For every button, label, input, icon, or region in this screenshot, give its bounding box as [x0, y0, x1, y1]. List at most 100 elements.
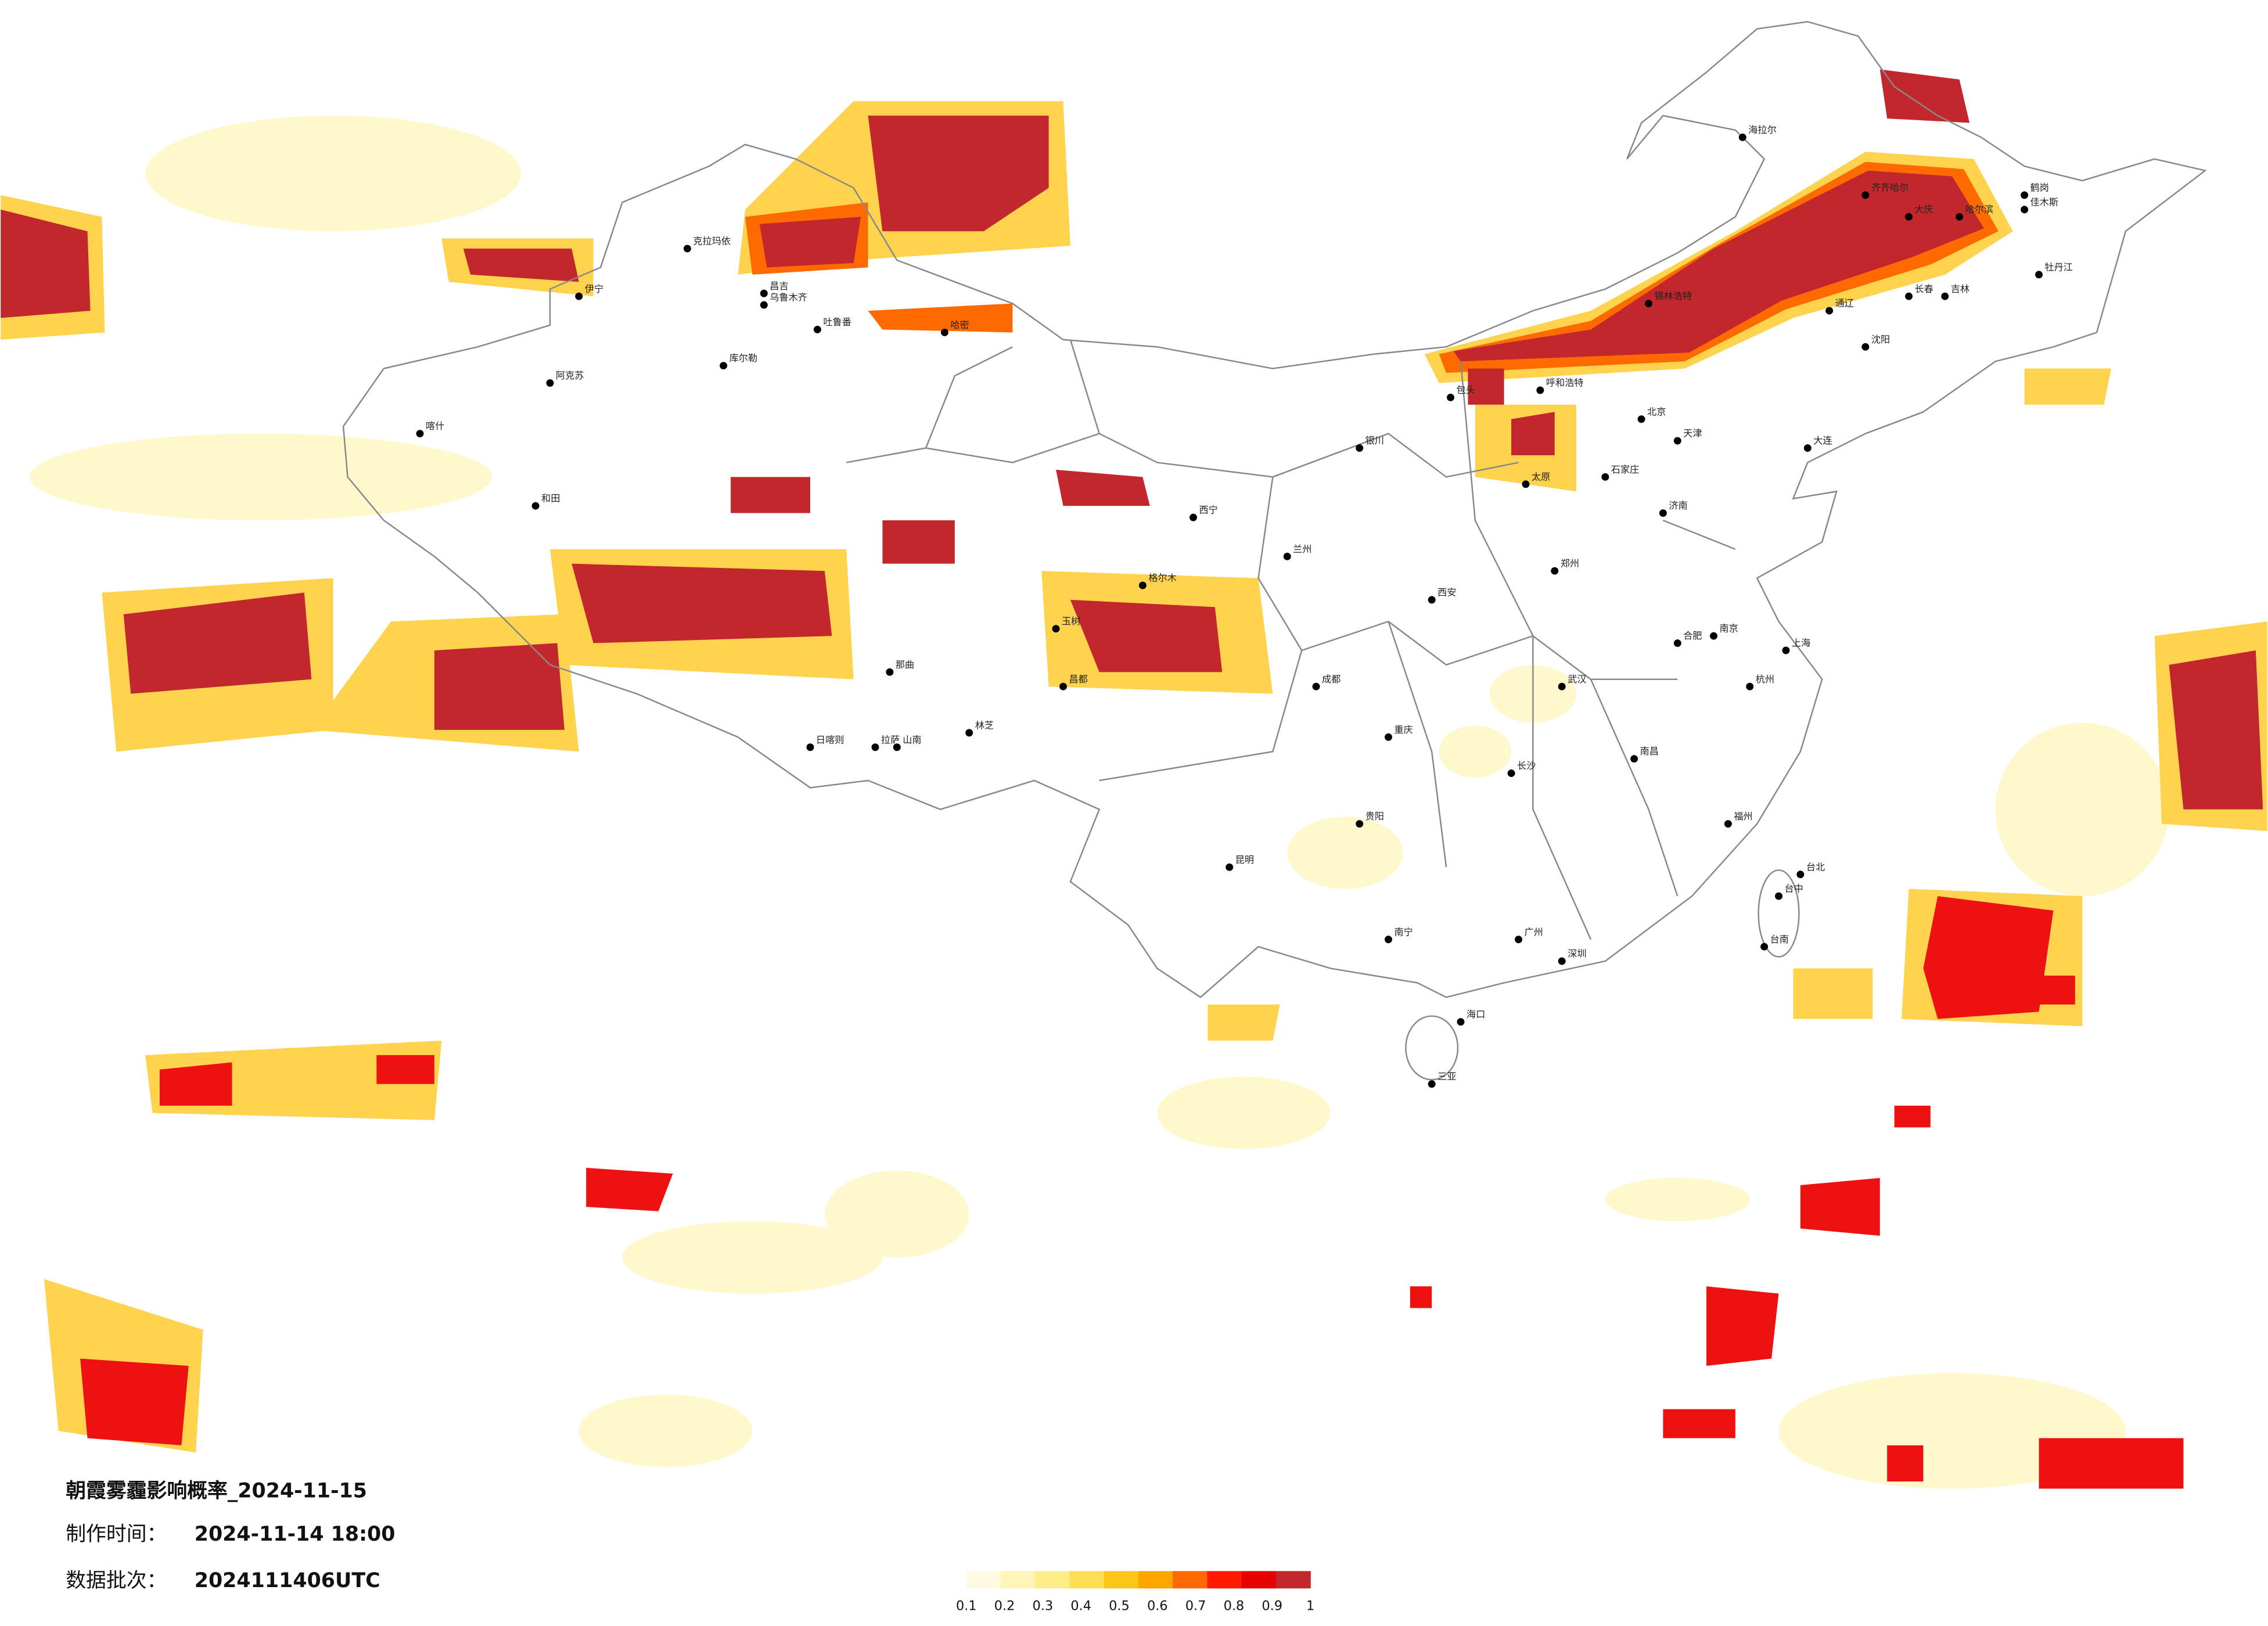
city-label: 合肥 — [1683, 630, 1702, 641]
city-label: 吉林 — [1951, 283, 1969, 294]
city-label: 济南 — [1669, 500, 1687, 511]
city-dot — [1522, 480, 1530, 488]
city-label: 格尔木 — [1148, 573, 1176, 584]
city-dot — [1760, 942, 1769, 951]
city-dot — [1059, 682, 1067, 690]
city-label: 齐齐哈尔 — [1871, 182, 1909, 193]
legend-tick: 0.6 — [1147, 1599, 1168, 1614]
city-label: 南昌 — [1640, 746, 1659, 757]
city-label: 西宁 — [1199, 505, 1218, 516]
city-label: 伊宁 — [585, 283, 603, 294]
city-dot — [1825, 307, 1834, 315]
city-label: 和田 — [541, 493, 560, 504]
city-label: 武汉 — [1568, 674, 1586, 685]
city-dot — [1515, 936, 1523, 944]
city-label: 深圳 — [1568, 948, 1586, 959]
made-label: 制作时间： — [66, 1523, 167, 1546]
city-dot — [1225, 863, 1234, 871]
city-label: 重庆 — [1394, 724, 1413, 735]
city-label: 鹤岗 — [2030, 182, 2049, 193]
city-label: 乌鲁木齐 — [770, 292, 807, 303]
city-dot — [1746, 682, 1754, 690]
legend-tick: 1 — [1306, 1599, 1314, 1614]
city-label: 贵阳 — [1365, 811, 1384, 822]
city-label: 吐鲁番 — [823, 316, 851, 328]
legend-swatch — [1069, 1571, 1105, 1589]
city-dot — [1536, 386, 1544, 394]
city-label: 上海 — [1792, 638, 1810, 649]
legend-tick: 0.8 — [1224, 1599, 1245, 1614]
city-label: 喀什 — [426, 420, 444, 431]
city-label: 林芝 — [975, 720, 994, 731]
city-label: 海口 — [1467, 1009, 1485, 1020]
legend-tick: 0.3 — [1033, 1599, 1054, 1614]
city-dot — [1457, 1018, 1465, 1026]
city-dot — [2021, 206, 2029, 214]
city-label: 石家庄 — [1611, 464, 1639, 475]
batch: 2024111406UTC — [195, 1569, 380, 1592]
city-dot — [1356, 444, 1364, 452]
legend-tick: 0.9 — [1262, 1599, 1283, 1614]
city-dot — [1558, 957, 1566, 965]
city-dot — [1356, 820, 1364, 828]
city-dot — [1673, 437, 1681, 445]
city-label: 包头 — [1457, 384, 1475, 395]
city-label: 昌都 — [1069, 674, 1088, 685]
city-label: 呼和浩特 — [1546, 377, 1584, 388]
city-label: 天津 — [1683, 428, 1702, 439]
legend-tick: 0.7 — [1185, 1599, 1206, 1614]
city-label: 长春 — [1915, 283, 1933, 294]
legend-swatch — [1104, 1571, 1139, 1589]
city-label: 西安 — [1437, 587, 1456, 598]
city-dot — [1312, 682, 1320, 690]
city-label: 牡丹江 — [2045, 261, 2073, 272]
legend-swatch — [1207, 1571, 1242, 1589]
city-label: 银川 — [1365, 435, 1384, 446]
legend: 0.1 0.2 0.3 0.4 0.5 0.6 0.7 0.8 0.9 1 — [956, 1571, 1314, 1614]
city-dot — [1189, 513, 1198, 521]
city-label: 哈密 — [950, 319, 969, 330]
city-label: 郑州 — [1561, 558, 1579, 569]
city-label: 日喀则 — [816, 734, 844, 745]
city-dot — [1861, 343, 1870, 351]
city-dot — [1905, 292, 1913, 300]
legend-swatch — [1001, 1571, 1036, 1589]
city-label: 山南 — [903, 734, 921, 745]
city-dot — [1428, 1080, 1436, 1088]
city-label: 大连 — [1813, 435, 1832, 446]
city-label: 北京 — [1647, 406, 1666, 417]
city-label: 兰州 — [1293, 544, 1311, 555]
city-dot — [893, 743, 901, 751]
city-label: 昆明 — [1235, 854, 1254, 865]
city-label: 台中 — [1785, 883, 1803, 894]
city-dot — [2021, 191, 2029, 199]
city-dot — [1941, 292, 1949, 300]
city-dot — [1673, 639, 1681, 647]
city-dot — [1283, 552, 1291, 560]
city-label: 锡林浩特 — [1655, 290, 1692, 301]
city-dot — [683, 244, 691, 253]
city-label: 佳木斯 — [2030, 196, 2058, 207]
city-label: 通辽 — [1835, 298, 1854, 309]
city-dot — [1782, 646, 1790, 654]
city-dot — [1861, 191, 1870, 199]
legend-tick: 0.5 — [1109, 1599, 1130, 1614]
city-dot — [1775, 892, 1783, 900]
city-label: 台北 — [1806, 861, 1825, 872]
city-label: 海拉尔 — [1748, 124, 1776, 135]
city-dot — [1637, 415, 1645, 423]
legend-swatch — [1241, 1571, 1277, 1589]
city-dot — [806, 743, 814, 751]
city-dot — [1710, 632, 1718, 640]
city-dot — [720, 362, 728, 370]
city-label: 台南 — [1770, 934, 1789, 945]
city-label: 沈阳 — [1871, 334, 1890, 345]
city-label: 拉萨 — [881, 734, 900, 745]
legend-tick: 0.4 — [1070, 1599, 1091, 1614]
city-dot — [546, 379, 554, 387]
city-label: 长沙 — [1517, 760, 1536, 771]
haze-field — [1, 69, 2267, 1489]
city-dot — [760, 301, 768, 309]
legend-tick: 0.2 — [994, 1599, 1015, 1614]
